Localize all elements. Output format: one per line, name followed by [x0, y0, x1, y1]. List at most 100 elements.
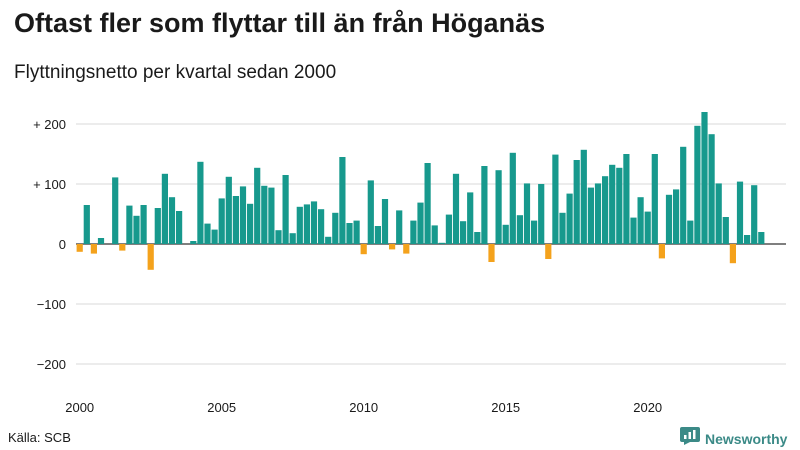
bar	[715, 183, 722, 244]
bar	[374, 226, 381, 244]
bar	[708, 134, 715, 244]
bar	[360, 244, 367, 255]
bar	[538, 184, 545, 244]
bar	[438, 242, 445, 244]
bar	[566, 193, 573, 244]
newsworthy-logo[interactable]: Newsworthy	[680, 427, 787, 450]
bar	[467, 192, 474, 244]
bar	[502, 224, 509, 244]
bar	[197, 161, 204, 244]
bar	[658, 244, 665, 259]
bar	[119, 244, 126, 251]
bar	[318, 209, 325, 244]
bar	[744, 235, 751, 244]
bar	[339, 157, 346, 244]
bar	[303, 204, 310, 244]
y-tick-label: −100	[37, 297, 66, 312]
bar	[665, 194, 673, 244]
bar	[112, 177, 119, 244]
bar-chart: + 200 + 100 0 −100 −200 2000 2005 2010 2015 2020	[33, 112, 786, 415]
bar	[602, 176, 609, 244]
bar	[751, 185, 758, 244]
bar	[424, 163, 431, 244]
x-tick-label: 2000	[65, 400, 94, 415]
bar	[687, 220, 694, 244]
bar	[268, 187, 275, 244]
bar	[481, 166, 488, 244]
bar	[254, 167, 261, 244]
bar	[623, 154, 630, 244]
bar	[630, 217, 637, 244]
bar	[474, 232, 481, 244]
bar	[495, 170, 502, 244]
bar	[133, 215, 140, 244]
chart-subtitle: Flyttningsnetto per kvartal sedan 2000	[14, 62, 337, 83]
bar	[637, 197, 644, 244]
bar	[239, 186, 247, 244]
bar	[261, 185, 268, 244]
x-tick-label: 2015	[491, 400, 520, 415]
bar	[247, 203, 254, 244]
bar	[488, 244, 495, 262]
bar	[460, 221, 467, 244]
chart-title: Oftast fler som flyttar till än från Hög…	[14, 8, 546, 38]
bar	[176, 211, 183, 244]
bar	[722, 217, 729, 244]
bar	[310, 201, 318, 244]
bar	[76, 244, 83, 252]
x-tick-label: 2010	[349, 400, 378, 415]
bar	[552, 154, 559, 244]
bar	[673, 189, 680, 244]
bar	[509, 152, 516, 244]
bar	[580, 149, 587, 244]
bar	[545, 244, 552, 259]
bar	[90, 244, 97, 254]
newsworthy-icon	[680, 427, 700, 450]
bar	[417, 202, 424, 244]
bar	[701, 112, 708, 244]
bar	[389, 244, 396, 250]
bar	[531, 220, 538, 244]
bar	[282, 175, 289, 244]
bar	[452, 173, 460, 244]
source-note: Källa: SCB	[8, 430, 71, 445]
bar	[232, 196, 239, 244]
bar	[609, 164, 616, 244]
bar	[346, 223, 353, 244]
bar	[573, 160, 580, 244]
bar	[325, 236, 332, 244]
bar	[410, 220, 417, 244]
y-tick-label: 0	[59, 237, 66, 252]
bar	[445, 214, 452, 244]
bar	[396, 210, 403, 244]
bar	[523, 183, 531, 244]
bar	[594, 183, 602, 244]
bar	[559, 212, 566, 244]
bar	[218, 198, 225, 244]
bar	[168, 197, 176, 244]
bar	[140, 205, 147, 244]
bar	[296, 206, 303, 244]
bar	[403, 244, 410, 254]
bar	[190, 241, 197, 244]
bar	[736, 181, 744, 244]
bar	[83, 205, 90, 244]
brand-name: Newsworthy	[705, 430, 788, 447]
bar	[275, 230, 282, 244]
bar	[147, 244, 154, 270]
bar	[729, 244, 736, 264]
bar	[332, 212, 339, 244]
bar	[516, 215, 523, 244]
bar	[289, 233, 296, 244]
bar	[97, 238, 105, 244]
bar	[225, 176, 232, 244]
bar	[616, 167, 623, 244]
bar	[431, 225, 438, 244]
y-tick-label: + 100	[33, 177, 66, 192]
bar	[161, 173, 168, 244]
bar	[204, 223, 211, 244]
y-tick-label: + 200	[33, 117, 66, 132]
bar	[367, 180, 374, 244]
bar	[587, 187, 594, 244]
bar	[758, 232, 765, 244]
